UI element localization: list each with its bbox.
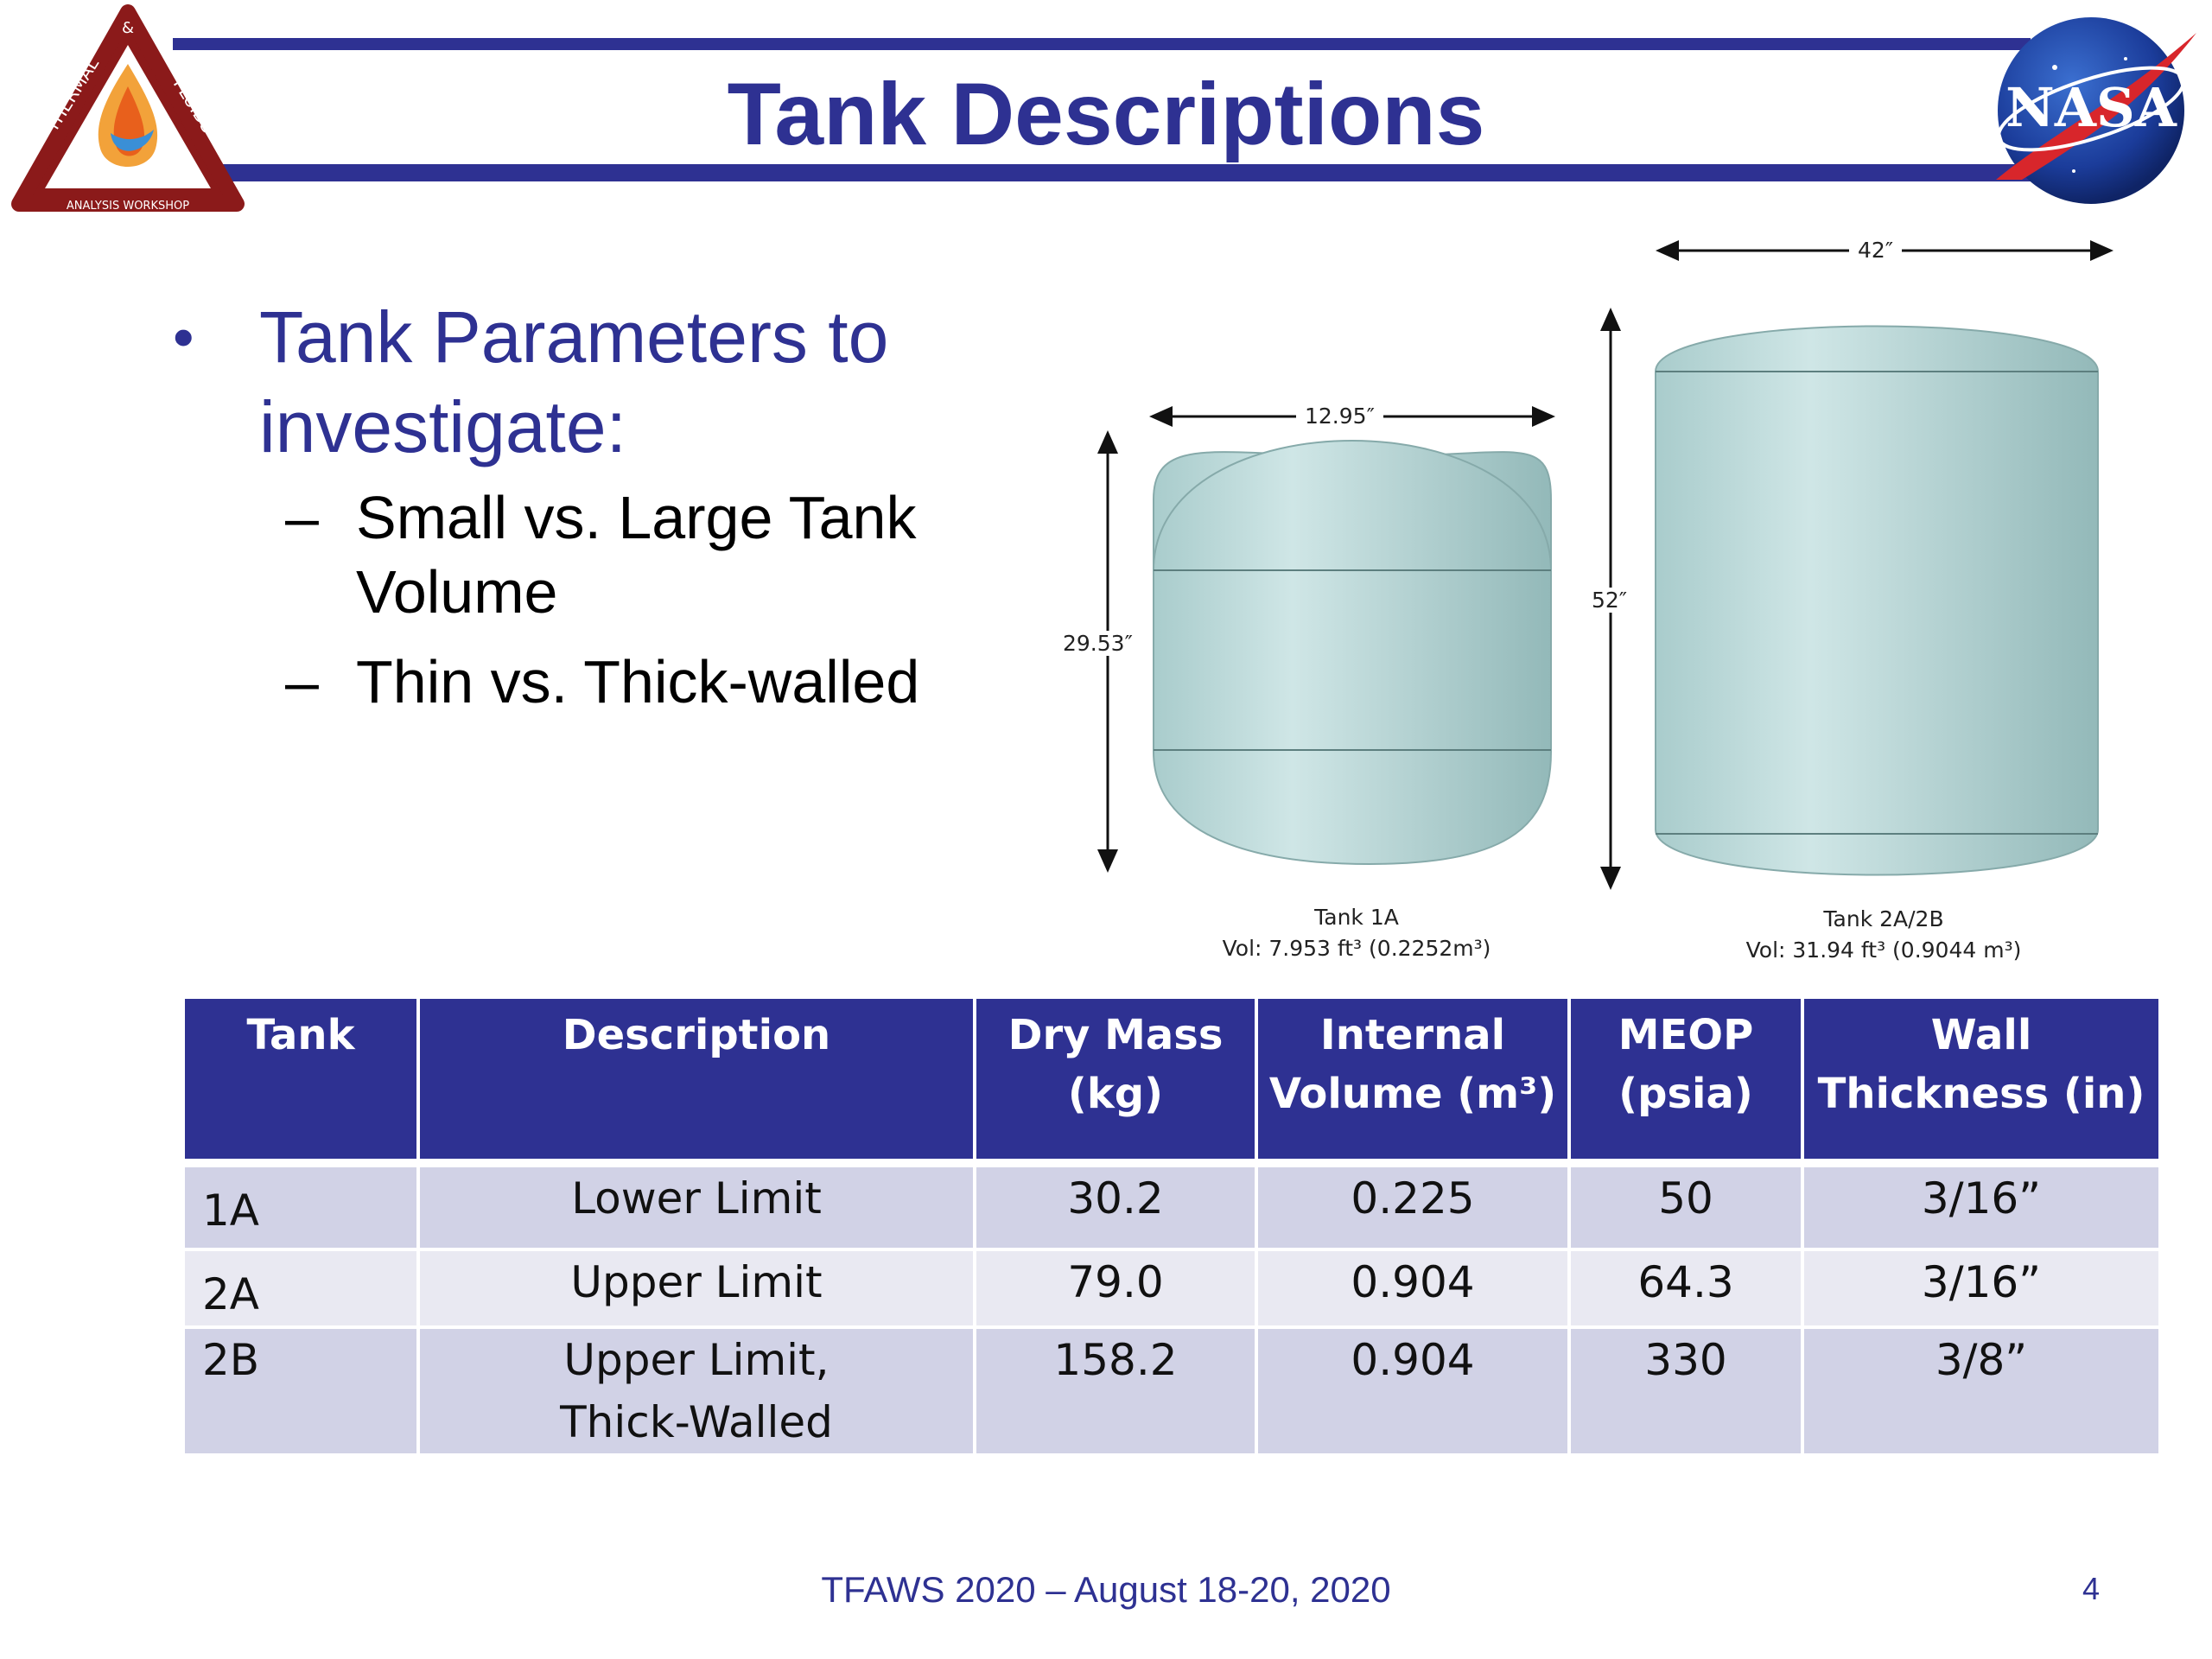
tank-1a-drawing <box>1152 440 1553 866</box>
sub-bullet-text: Thin vs. Thick-walled <box>356 648 920 715</box>
page-number: 4 <box>2082 1571 2101 1606</box>
table-cell-description: Lower Limit <box>418 1163 976 1251</box>
tank-1a-caption: Tank 1A Vol: 7.953 ft³ (0.2252m³) <box>1149 902 1564 964</box>
table-cell-tank: 2A <box>185 1249 420 1329</box>
sub-bullet-text: Small vs. Large Tank Volume <box>356 484 917 626</box>
sub-bullet-dash: – <box>285 648 319 715</box>
table-cell-internal-volume: 0.904 <box>1256 1249 1571 1329</box>
tank-1a-volume: Vol: 7.953 ft³ (0.2252m³) <box>1222 936 1491 961</box>
footer-text: TFAWS 2020 – August 18-20, 2020 <box>821 1569 1391 1610</box>
table-row: 1A Lower Limit 30.2 0.225 50 3/16” <box>185 1163 2158 1251</box>
table-cell-dry-mass: 158.2 <box>975 1327 1258 1457</box>
title-band-bottom <box>173 164 2031 181</box>
table-cell-tank: 1A <box>185 1163 420 1251</box>
tank-1a-height-label: 29.53″ <box>1054 631 1141 656</box>
table-cell-dry-mass: 79.0 <box>975 1249 1258 1329</box>
title-band-top <box>173 38 2031 50</box>
table-header-internal-volume: Internal Volume (m³) <box>1256 999 1571 1167</box>
table-cell-description: Upper Limit <box>418 1249 976 1329</box>
table-cell-description: Upper Limit, Thick-Walled <box>418 1327 976 1457</box>
bullet-main-text: Tank Parameters to investigate: <box>259 296 889 467</box>
tank-1a-name: Tank 1A <box>1314 905 1399 930</box>
tank-2-volume: Vol: 31.94 ft³ (0.9044 m³) <box>1745 938 2022 963</box>
tank-2-caption: Tank 2A/2B Vol: 31.94 ft³ (0.9044 m³) <box>1668 904 2100 966</box>
tank-figure <box>1097 240 2113 890</box>
sub-bullet-dash: – <box>285 484 319 551</box>
table-cell-meop: 64.3 <box>1569 1249 1804 1329</box>
slide-title: Tank Descriptions <box>727 65 1485 163</box>
table-row: 2B Upper Limit, Thick-Walled 158.2 0.904… <box>185 1327 2158 1457</box>
table-header-dry-mass: Dry Mass (kg) <box>975 999 1258 1167</box>
table-header-tank: Tank <box>185 999 420 1167</box>
nasa-logo-text: NASA <box>2005 76 2177 139</box>
table-cell-meop: 50 <box>1569 1163 1804 1251</box>
table-cell-wall-thickness: 3/8” <box>1802 1327 2158 1457</box>
tank-2-width-label: 42″ <box>1849 238 1903 263</box>
logo-workshop-text: ANALYSIS WORKSHOP <box>67 200 189 213</box>
tank-2-name: Tank 2A/2B <box>1823 906 1944 931</box>
table-cell-dry-mass: 30.2 <box>975 1163 1258 1251</box>
logo-ampersand: & <box>122 19 134 37</box>
table-header-meop: MEOP (psia) <box>1569 999 1804 1167</box>
tank-2-drawing <box>1655 325 2099 876</box>
table-cell-wall-thickness: 3/16” <box>1802 1249 2158 1329</box>
table-header-wall-thickness: Wall Thickness (in) <box>1802 999 2158 1167</box>
nasa-logo: NASA <box>1996 17 2196 204</box>
table-header-row: Tank Description Dry Mass (kg) Internal … <box>185 999 2158 1167</box>
tank-2-height-label: 52″ <box>1583 588 1637 613</box>
table-cell-internal-volume: 0.225 <box>1256 1163 1571 1251</box>
table-cell-meop: 330 <box>1569 1327 1804 1457</box>
table-cell-wall-thickness: 3/16” <box>1802 1163 2158 1251</box>
table-cell-tank: 2B <box>185 1327 420 1457</box>
tank-spec-table: Tank Description Dry Mass (kg) Internal … <box>185 999 2158 1457</box>
bullet-dot: • <box>173 303 194 371</box>
table-cell-internal-volume: 0.904 <box>1256 1327 1571 1457</box>
tank-1a-width-label: 12.95″ <box>1296 404 1383 429</box>
table-row: 2A Upper Limit 79.0 0.904 64.3 3/16” <box>185 1249 2158 1329</box>
table-header-description: Description <box>418 999 976 1167</box>
tfaws-logo: & THERMAL FLUIDS ANALYSIS WORKSHOP <box>11 4 245 213</box>
